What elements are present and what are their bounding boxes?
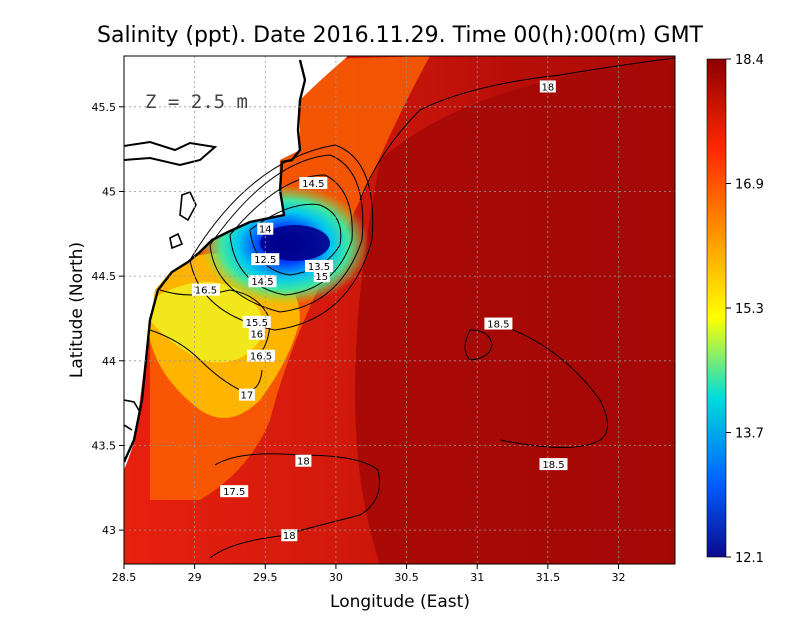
contour-label: 14 xyxy=(257,222,274,236)
contour-label-bg xyxy=(247,349,276,362)
contour-18-5-loop xyxy=(464,329,493,361)
contour-low-3 xyxy=(209,154,364,313)
contour-label-text: 14.5 xyxy=(251,277,273,288)
low-salinity-core xyxy=(260,225,330,261)
contour-label-bg xyxy=(238,388,255,401)
contour-label-text: 18 xyxy=(283,531,296,542)
contour-label: 18.5 xyxy=(539,458,568,471)
contour-label: 16 xyxy=(248,327,265,341)
contour-low-1 xyxy=(249,203,342,276)
contour-label-bg xyxy=(299,177,328,189)
contour-label: 13.5 xyxy=(304,259,333,273)
y-tick-label: 44 xyxy=(102,355,116,368)
gridlines xyxy=(124,56,675,564)
contour-label-text: 17 xyxy=(241,391,254,402)
x-axis-ticks: 28.5 29 29.5 30 30.5 31 31.5 32 xyxy=(112,564,625,584)
contour-label-bg xyxy=(251,253,280,266)
x-axis-label: Longitude (East) xyxy=(330,592,470,612)
plot-frame xyxy=(123,55,676,565)
contour-label-text: 12.5 xyxy=(254,255,276,266)
contour-label: 15.5 xyxy=(242,315,271,329)
y-axis-ticks: 43 43.5 44 44.5 45 45.5 xyxy=(92,101,124,537)
x-tick-label: 29 xyxy=(188,571,202,584)
contour-18-5-east xyxy=(499,324,608,448)
x-tick-label: 31.5 xyxy=(536,571,561,584)
colorbar-tick-label: 12.1 xyxy=(735,551,764,566)
colorbar-tick-label: 18.4 xyxy=(735,53,764,68)
x-tick-label: 31 xyxy=(470,571,484,584)
y-axis-label: Latitude (North) xyxy=(67,242,87,378)
contour-label-bg xyxy=(539,458,568,471)
x-tick-label: 28.5 xyxy=(112,571,137,584)
contour-label-text: 16.5 xyxy=(250,352,272,363)
contour-18-lower xyxy=(209,514,361,559)
contour-16-5 xyxy=(159,289,271,361)
land-mass xyxy=(124,56,348,470)
river-outline xyxy=(124,399,141,431)
contour-label-text: 15.5 xyxy=(246,318,268,329)
contour-label-text: 14 xyxy=(259,225,272,236)
contour-labels: 18 14.5 14 12.5 13.515 16.5 14.5 15.516 16.5 17 18… xyxy=(191,80,568,542)
contour-label: 15 xyxy=(313,270,330,283)
x-tick-label: 30 xyxy=(329,571,343,584)
contour-label-bg xyxy=(257,222,274,235)
contour-label-bg xyxy=(248,275,277,288)
contour-label-bg xyxy=(248,327,265,340)
contour-label-bg xyxy=(281,529,298,542)
contour-label: 12.5 xyxy=(251,253,280,266)
contour-label-text: 18.5 xyxy=(542,460,564,471)
y-tick-label: 44.5 xyxy=(92,270,117,283)
colorbar-tick-label: 16.9 xyxy=(735,178,764,193)
contour-low-4 xyxy=(189,144,374,331)
contour-label-text: 18 xyxy=(297,457,310,468)
contour-label: 18 xyxy=(281,529,298,542)
x-tick-label: 32 xyxy=(611,571,625,584)
contour-label-text: 18.5 xyxy=(487,320,509,331)
contour-label: 14.5 xyxy=(299,177,328,190)
contour-label: 16.5 xyxy=(247,349,276,363)
plot-area: 18 14.5 14 12.5 13.515 16.5 14.5 15.516 16.5 17 18… xyxy=(124,56,675,564)
contour-label: 14.5 xyxy=(248,275,277,288)
contour-label-text: 14.5 xyxy=(302,179,324,190)
high-salinity-zone xyxy=(355,60,675,564)
contour-label-text: 13.5 xyxy=(308,262,330,273)
x-tick-label: 29.5 xyxy=(253,571,278,584)
y-tick-label: 45 xyxy=(102,185,116,198)
contour-label-bg xyxy=(313,270,330,283)
contour-18-south xyxy=(214,453,380,516)
contour-17 xyxy=(149,329,263,392)
delta-outline xyxy=(169,190,197,250)
x-tick-label: 30.5 xyxy=(394,571,419,584)
chart-title: Salinity (ppt). Date 2016.11.29. Time 00… xyxy=(97,23,704,48)
colorbar xyxy=(706,58,727,558)
y-tick-label: 43 xyxy=(102,524,116,537)
contour-label-text: 17.5 xyxy=(223,487,245,498)
y-tick-label: 45.5 xyxy=(92,101,117,114)
contour-label-bg xyxy=(295,454,312,467)
contour-label: 18.5 xyxy=(484,317,513,331)
contour-label-bg xyxy=(304,259,333,272)
contour-label: 17 xyxy=(238,388,255,402)
colorbar-tick-label: 13.7 xyxy=(735,427,764,442)
contour-label: 16.5 xyxy=(191,283,220,297)
contour-label-bg xyxy=(191,283,220,296)
depth-annotation: Z = 2.5 m xyxy=(145,91,248,113)
contour-18-north xyxy=(359,57,675,201)
colorbar-ticks: 18.4 16.9 15.3 13.7 12.1 xyxy=(726,53,764,566)
y-tick-label: 43.5 xyxy=(92,439,117,452)
coastline xyxy=(124,59,307,463)
lake-outline xyxy=(124,140,218,167)
contour-label-text: 16.5 xyxy=(195,286,217,297)
contour-label-text: 16 xyxy=(250,330,263,341)
contour-label-text: 15 xyxy=(315,272,328,283)
contour-label: 18 xyxy=(295,454,312,468)
contour-label: 17.5 xyxy=(220,485,249,498)
contour-label-bg xyxy=(484,317,513,330)
contour-label-bg xyxy=(242,315,271,328)
colorbar-tick-label: 15.3 xyxy=(735,302,764,317)
contour-label-bg xyxy=(220,485,249,498)
